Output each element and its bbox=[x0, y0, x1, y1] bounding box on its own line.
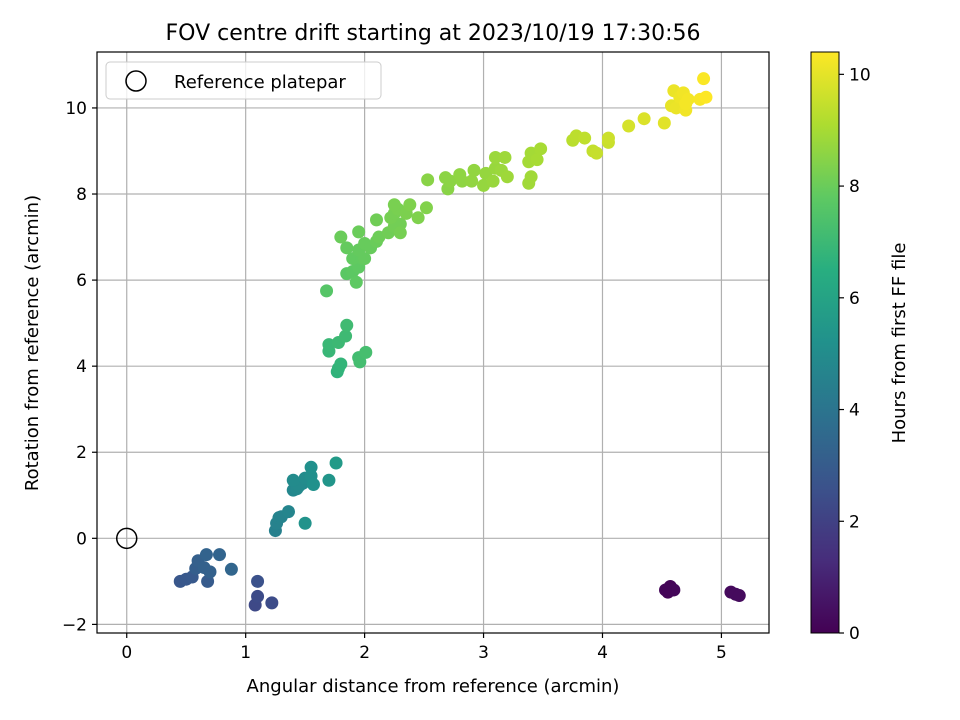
data-point bbox=[329, 456, 343, 470]
plot-frame bbox=[96, 51, 770, 634]
data-point bbox=[601, 131, 615, 145]
data-point bbox=[224, 562, 238, 576]
data-point bbox=[657, 116, 671, 130]
data-point bbox=[578, 131, 592, 145]
data-point bbox=[320, 284, 334, 298]
legend: Reference platepar bbox=[105, 61, 382, 100]
data-point bbox=[498, 150, 512, 164]
data-point bbox=[306, 478, 320, 492]
reference-platepar-marker bbox=[115, 527, 138, 550]
data-point bbox=[524, 170, 538, 184]
legend-box bbox=[105, 61, 382, 100]
y-tick-label: 10 bbox=[65, 99, 87, 119]
data-point bbox=[421, 173, 435, 187]
data-point bbox=[467, 163, 481, 177]
colorbar-tick-label: 2 bbox=[849, 512, 860, 532]
colorbar-tick-label: 6 bbox=[849, 289, 860, 309]
y-tick-label: 8 bbox=[76, 185, 87, 205]
data-point bbox=[681, 92, 695, 106]
data-point bbox=[340, 241, 354, 255]
data-point bbox=[590, 146, 604, 160]
data-point bbox=[732, 589, 746, 603]
y-tick-label: 6 bbox=[76, 271, 87, 291]
y-axis-label: Rotation from reference (arcmin) bbox=[22, 195, 43, 491]
data-point bbox=[699, 90, 713, 104]
data-point bbox=[530, 153, 544, 167]
y-tick-label: 0 bbox=[76, 529, 87, 549]
y-axis-ticks: −2 0 2 4 6 8 10 bbox=[62, 99, 97, 635]
data-point bbox=[199, 548, 213, 562]
data-point bbox=[340, 318, 354, 332]
data-point bbox=[411, 211, 425, 225]
data-point bbox=[281, 505, 295, 519]
data-point bbox=[403, 198, 417, 212]
data-point bbox=[419, 201, 433, 215]
data-point bbox=[359, 345, 373, 359]
data-point bbox=[622, 119, 636, 133]
x-tick-label: 1 bbox=[240, 643, 251, 663]
colorbar-label: Hours from first FF file bbox=[889, 243, 910, 444]
legend-marker-icon bbox=[125, 70, 147, 92]
data-point bbox=[488, 150, 502, 164]
data-point bbox=[265, 596, 279, 610]
data-points bbox=[115, 72, 746, 612]
data-point bbox=[251, 574, 265, 588]
data-point bbox=[465, 174, 479, 188]
data-point bbox=[697, 72, 711, 86]
data-point bbox=[349, 275, 363, 289]
data-point bbox=[339, 329, 353, 343]
colorbar-ticks: 0 2 4 6 8 10 bbox=[839, 65, 871, 644]
x-tick-label: 4 bbox=[597, 643, 608, 663]
data-point bbox=[455, 174, 469, 188]
data-point bbox=[370, 213, 384, 227]
y-tick-label: 4 bbox=[76, 357, 87, 377]
data-point bbox=[286, 473, 300, 487]
x-tick-label: 5 bbox=[716, 643, 727, 663]
colorbar: 0 2 4 6 8 10 Hours from first FF file bbox=[810, 51, 910, 644]
data-point bbox=[203, 565, 217, 579]
data-point bbox=[393, 226, 407, 240]
colorbar-tick-label: 4 bbox=[849, 401, 860, 421]
x-tick-label: 3 bbox=[478, 643, 489, 663]
colorbar-tick-label: 0 bbox=[849, 624, 860, 644]
colorbar-tick-label: 8 bbox=[849, 177, 860, 197]
colorbar-tick-label: 10 bbox=[849, 65, 871, 85]
data-point bbox=[637, 112, 651, 126]
data-point bbox=[251, 589, 265, 603]
data-point bbox=[352, 225, 366, 239]
grid-lines bbox=[97, 52, 769, 633]
chart-title: FOV centre drift starting at 2023/10/19 … bbox=[166, 21, 701, 46]
data-point bbox=[443, 174, 457, 188]
x-tick-label: 0 bbox=[121, 643, 132, 663]
x-axis-label: Angular distance from reference (arcmin) bbox=[247, 676, 620, 697]
data-point bbox=[500, 170, 514, 184]
y-tick-label: −2 bbox=[62, 615, 87, 635]
legend-label-reference-platepar: Reference platepar bbox=[174, 72, 346, 93]
data-point bbox=[213, 548, 227, 562]
data-point bbox=[353, 355, 367, 369]
data-point bbox=[534, 142, 548, 156]
y-tick-label: 2 bbox=[76, 443, 87, 463]
data-point bbox=[659, 583, 673, 597]
data-point bbox=[334, 230, 348, 244]
x-tick-label: 2 bbox=[359, 643, 370, 663]
data-point bbox=[304, 460, 318, 474]
data-point bbox=[387, 198, 401, 212]
data-point bbox=[322, 473, 336, 487]
data-point bbox=[298, 516, 312, 530]
colorbar-gradient bbox=[810, 51, 840, 634]
data-point bbox=[334, 357, 348, 371]
x-axis-ticks: 0 1 2 3 4 5 bbox=[121, 633, 727, 663]
data-point bbox=[486, 174, 500, 188]
